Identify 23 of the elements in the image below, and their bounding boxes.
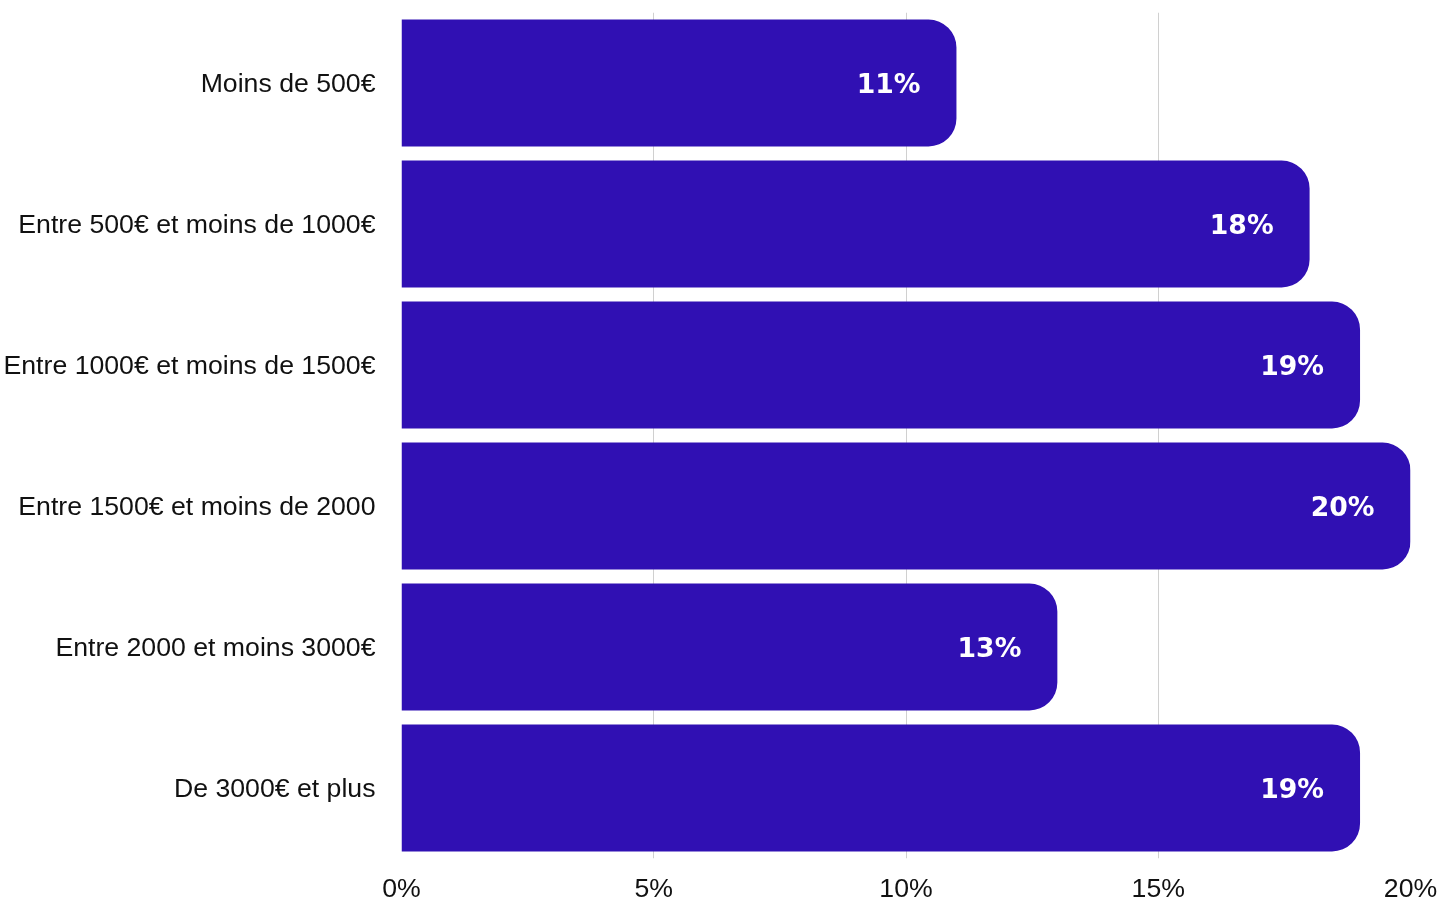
bar bbox=[401, 160, 1310, 288]
y-tick-label: Entre 1000€ et moins de 1500€ bbox=[3, 350, 376, 380]
data-label: 19% bbox=[1260, 772, 1325, 804]
x-tick-label: 20% bbox=[1383, 872, 1438, 903]
bar bbox=[401, 19, 957, 147]
bar bbox=[401, 301, 1361, 429]
bar bbox=[401, 583, 1058, 711]
y-tick-label: De 3000€ et plus bbox=[173, 773, 376, 803]
bar bbox=[401, 724, 1361, 852]
x-tick-label: 15% bbox=[1131, 872, 1185, 903]
x-tick-label: 0% bbox=[382, 872, 421, 903]
y-tick-label: Entre 500€ et moins de 1000€ bbox=[18, 209, 376, 239]
x-tick-label: 5% bbox=[634, 872, 674, 903]
y-tick-label: Moins de 500€ bbox=[200, 68, 376, 98]
bar bbox=[401, 442, 1411, 570]
data-label: 19% bbox=[1260, 349, 1325, 381]
data-label: 18% bbox=[1209, 208, 1274, 240]
y-tick-label: Entre 1500€ et moins de 2000 bbox=[18, 491, 376, 521]
data-label: 20% bbox=[1310, 490, 1375, 522]
y-tick-label: Entre 2000 et moins 3000€ bbox=[55, 632, 376, 662]
data-label: 13% bbox=[957, 631, 1022, 663]
x-tick-label: 10% bbox=[879, 872, 933, 903]
data-label: 11% bbox=[856, 67, 921, 99]
